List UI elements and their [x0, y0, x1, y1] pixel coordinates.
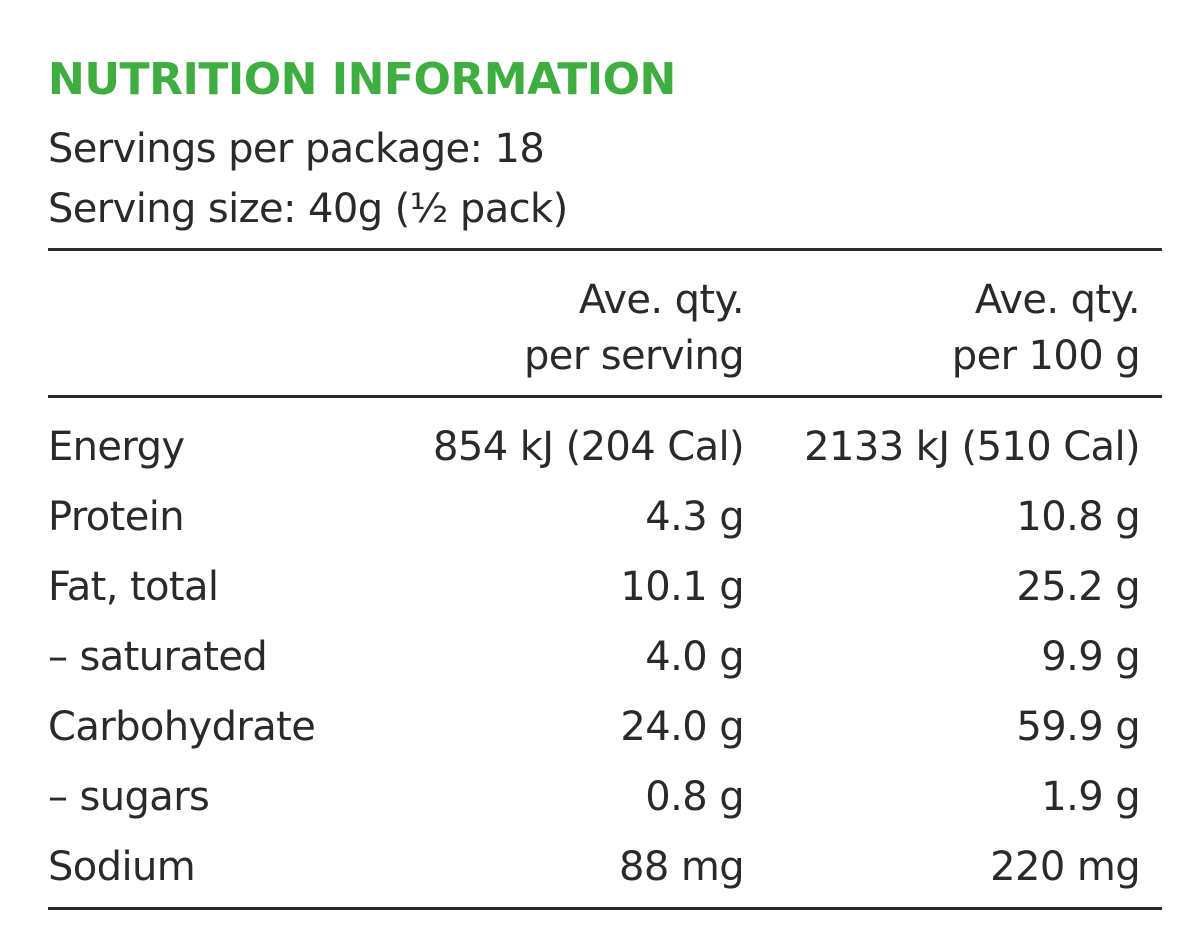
per-100g-value: 220 mg	[990, 844, 1140, 890]
nutrient-label: Energy	[48, 424, 185, 470]
table-row: – saturated 4.0 g 9.9 g	[48, 622, 1162, 692]
per-100g-value: 59.9 g	[1016, 704, 1140, 750]
serving-size: Serving size: 40g (½ pack)	[48, 186, 568, 232]
nutrient-table-body: Energy 854 kJ (204 Cal) 2133 kJ (510 Cal…	[48, 412, 1162, 902]
table-row: – sugars 0.8 g 1.9 g	[48, 762, 1162, 832]
nutrient-label: Carbohydrate	[48, 704, 316, 750]
column-header-per-serving-line1: Ave. qty.	[578, 277, 745, 323]
bottom-divider	[48, 907, 1162, 910]
per-serving-value: 24.0 g	[620, 704, 744, 750]
column-header-per-100g-line1: Ave. qty.	[974, 277, 1141, 323]
per-serving-value: 854 kJ (204 Cal)	[433, 424, 745, 470]
column-header-per-serving-line2: per serving	[524, 333, 745, 379]
column-header-per-100g: Ave. qty. per 100 g	[951, 272, 1141, 384]
per-serving-value: 4.3 g	[645, 494, 744, 540]
per-100g-value: 25.2 g	[1016, 564, 1140, 610]
per-serving-value: 0.8 g	[645, 774, 744, 820]
top-divider	[48, 248, 1162, 251]
table-row: Carbohydrate 24.0 g 59.9 g	[48, 692, 1162, 762]
per-serving-value: 4.0 g	[645, 634, 744, 680]
per-serving-value: 88 mg	[619, 844, 745, 890]
panel-title: NUTRITION INFORMATION	[48, 54, 676, 105]
per-100g-value: 10.8 g	[1016, 494, 1140, 540]
per-100g-value: 2133 kJ (510 Cal)	[804, 424, 1140, 470]
nutrient-label: Sodium	[48, 844, 196, 890]
per-100g-value: 9.9 g	[1041, 634, 1140, 680]
table-row: Protein 4.3 g 10.8 g	[48, 482, 1162, 552]
nutrition-panel: NUTRITION INFORMATION Servings per packa…	[48, 0, 1162, 946]
nutrient-label: – sugars	[48, 774, 210, 820]
table-row: Fat, total 10.1 g 25.2 g	[48, 552, 1162, 622]
column-header-per-serving: Ave. qty. per serving	[524, 272, 745, 384]
nutrient-label: – saturated	[48, 634, 268, 680]
table-row: Energy 854 kJ (204 Cal) 2133 kJ (510 Cal…	[48, 412, 1162, 482]
header-divider	[48, 395, 1162, 398]
column-header-per-100g-line2: per 100 g	[951, 333, 1141, 379]
table-row: Sodium 88 mg 220 mg	[48, 832, 1162, 902]
nutrient-label: Fat, total	[48, 564, 219, 610]
per-100g-value: 1.9 g	[1041, 774, 1140, 820]
per-serving-value: 10.1 g	[620, 564, 744, 610]
servings-per-package: Servings per package: 18	[48, 126, 545, 172]
nutrient-label: Protein	[48, 494, 185, 540]
